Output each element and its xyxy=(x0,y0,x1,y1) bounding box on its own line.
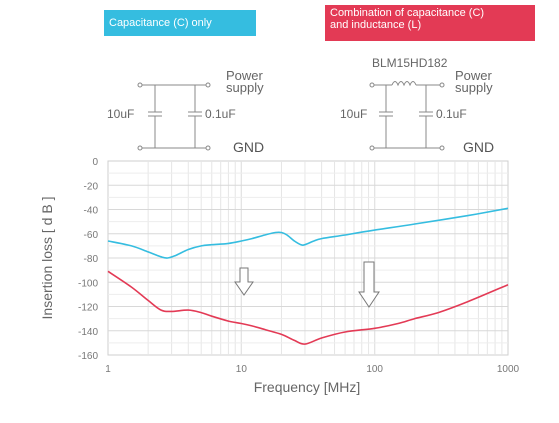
capacitance-only-tag: Capacitance (C) only xyxy=(104,10,256,36)
x-tick-label: 1 xyxy=(105,364,111,375)
y-tick-label: -80 xyxy=(84,254,99,265)
cap-large-left-label: 10uF xyxy=(107,107,135,121)
series-line-2 xyxy=(107,270,509,345)
combination-label-line1: Combination of capacitance (C) xyxy=(330,7,485,19)
power-right-line2: supply xyxy=(455,80,493,95)
cap-small-left-label: 0.1uF xyxy=(205,107,236,121)
chart-grid xyxy=(107,160,509,356)
x-tick-label: 100 xyxy=(366,364,383,375)
part-number-label: BLM15HD182 xyxy=(372,56,448,70)
cap-small-right-label: 0.1uF xyxy=(436,107,467,121)
circuit-diagrams xyxy=(137,81,445,151)
gnd-right-label: GND xyxy=(463,139,495,155)
down-arrow-icon xyxy=(358,261,380,308)
gnd-left-label: GND xyxy=(233,139,265,155)
x-tick-labels: 1 10 100 1000 xyxy=(105,364,519,375)
x-axis-label: Frequency [MHz] xyxy=(254,379,361,395)
power-left-line2: supply xyxy=(226,80,264,95)
y-tick-label: -20 xyxy=(84,181,99,192)
power-right-line1: Power xyxy=(455,68,492,83)
series-line-1 xyxy=(107,207,509,259)
power-supply-right-label: Power supply xyxy=(455,68,493,95)
y-tick-label: -100 xyxy=(78,278,98,289)
down-arrow-icon xyxy=(234,267,254,296)
x-tick-label: 1000 xyxy=(497,364,520,375)
y-tick-label: 0 xyxy=(92,157,98,168)
y-tick-label: -60 xyxy=(84,230,99,241)
combination-label-line2: and inductance (L) xyxy=(330,19,422,31)
cap-large-right-label: 10uF xyxy=(340,107,368,121)
y-tick-labels: 0 -20 -40 -60 -80 -100 -120 -140 -160 xyxy=(78,157,98,362)
power-left-line1: Power xyxy=(226,68,263,83)
y-tick-label: -160 xyxy=(78,351,98,362)
x-tick-label: 10 xyxy=(236,364,248,375)
capacitance-only-label: Capacitance (C) only xyxy=(109,17,212,29)
y-tick-label: -120 xyxy=(78,303,98,314)
power-supply-left-label: Power supply xyxy=(226,68,264,95)
y-tick-label: -40 xyxy=(84,206,99,217)
chart-series xyxy=(107,207,509,345)
combination-tag: Combination of capacitance (C) and induc… xyxy=(325,5,535,41)
y-axis-label: Insertion loss [ d B ] xyxy=(39,197,55,320)
y-tick-label: -140 xyxy=(78,327,98,338)
